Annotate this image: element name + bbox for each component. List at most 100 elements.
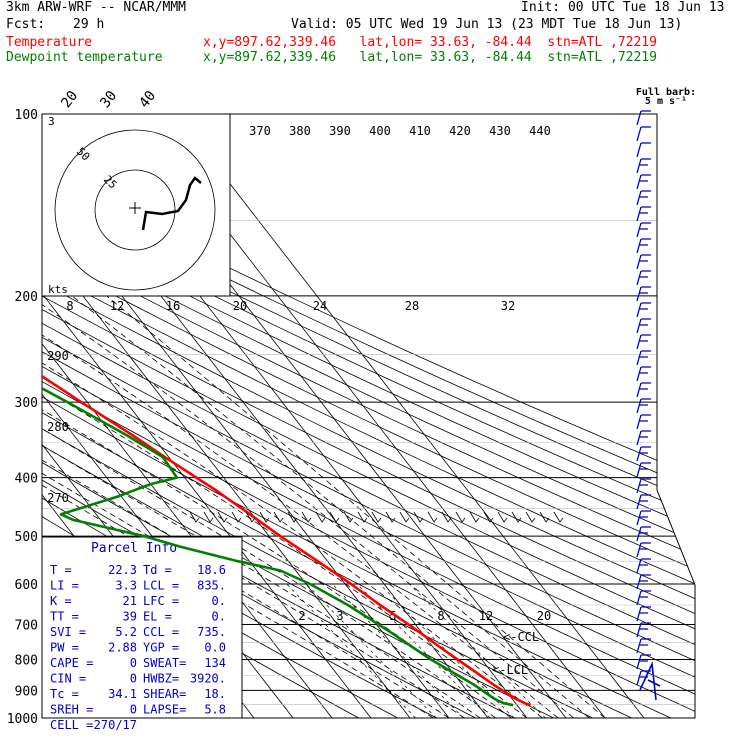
parcel-value: 134 bbox=[204, 656, 226, 670]
sounding-barb bbox=[553, 511, 564, 523]
moist-adiabat bbox=[42, 295, 497, 718]
wind-barb bbox=[636, 398, 651, 414]
pressure-tick-label: 400 bbox=[15, 472, 38, 487]
mixing-ratio-line bbox=[286, 583, 416, 718]
parcel-value: 0. bbox=[212, 594, 226, 608]
wind-barb bbox=[636, 446, 651, 462]
wind-barb bbox=[636, 430, 651, 446]
parcel-title: Parcel Info bbox=[91, 541, 177, 556]
theta-label: 430 bbox=[489, 124, 511, 138]
mixing-ratio-label: 8 bbox=[437, 609, 444, 623]
sounding-barb bbox=[427, 511, 438, 523]
mixing-ratio-label: 12 bbox=[110, 299, 124, 313]
temperature-tick-label: 30 bbox=[97, 88, 120, 111]
mixing-ratio-label: 28 bbox=[405, 299, 419, 313]
dewpoint-legend-label: Dewpoint temperature bbox=[6, 50, 163, 65]
parcel-label: Td = bbox=[143, 563, 172, 577]
hodograph-frame bbox=[41, 113, 231, 297]
sounding-barb bbox=[399, 511, 410, 523]
lcl-marker: <-LCL bbox=[492, 663, 528, 677]
sounding-barb bbox=[203, 511, 214, 523]
sounding-barb bbox=[483, 511, 494, 523]
hodograph-units: kts bbox=[48, 283, 68, 296]
wind-barb bbox=[636, 366, 651, 382]
wind-barb bbox=[636, 558, 651, 574]
parcel-label: K = bbox=[50, 594, 72, 608]
parcel-value: 835. bbox=[197, 579, 226, 593]
parcel-label: CELL = bbox=[50, 718, 93, 732]
theta-label: 270 bbox=[47, 491, 69, 505]
parcel-info-box: Parcel Info T = 22.3 Td = 18.6 LI = 3.3 LCL = 83… bbox=[41, 536, 243, 732]
ccl-marker: <-CCL bbox=[503, 630, 539, 644]
sounding-barb bbox=[441, 511, 452, 523]
isotherm-line bbox=[42, 114, 333, 718]
sounding-barb bbox=[315, 511, 326, 523]
parcel-value: 0 bbox=[130, 656, 137, 670]
parcel-value: 0 bbox=[130, 703, 137, 717]
parcel-label: SREH = bbox=[50, 703, 93, 717]
mixing-ratio-label: 2 bbox=[298, 609, 305, 623]
parcel-value: 22.3 bbox=[108, 563, 137, 577]
parcel-value: 39 bbox=[123, 610, 137, 624]
sounding-barb bbox=[511, 511, 522, 523]
dewpoint-profile bbox=[42, 114, 514, 707]
valid-time: Valid: 05 UTC Wed 19 Jun 13 (23 MDT Tue … bbox=[291, 17, 683, 32]
hodograph-ring bbox=[94, 169, 176, 251]
sounding-barb bbox=[413, 511, 424, 523]
wind-barb bbox=[636, 190, 651, 206]
parcel-label: PW = bbox=[50, 641, 79, 655]
pressure-tick-label: 200 bbox=[15, 290, 38, 305]
parcel-label: LCL = bbox=[143, 579, 179, 593]
pressure-tick-label: 600 bbox=[15, 578, 38, 593]
temperature-legend-label: Temperature bbox=[6, 35, 93, 50]
wind-barb bbox=[636, 478, 651, 494]
sounding-barb bbox=[525, 511, 536, 523]
sounding-barb bbox=[189, 511, 200, 523]
wind-barb bbox=[636, 606, 651, 622]
parcel-value: 270/17 bbox=[94, 718, 137, 732]
sounding-barb bbox=[455, 511, 466, 523]
parcel-label: SHEAR= bbox=[143, 687, 186, 701]
parcel-label: SVI = bbox=[50, 625, 86, 639]
pressure-tick-label: 100 bbox=[15, 108, 38, 123]
hodograph-axis-label: 3 bbox=[48, 115, 55, 128]
sounding-barb bbox=[343, 511, 354, 523]
parcel-label: LAPSE= bbox=[143, 703, 186, 717]
wind-barb bbox=[636, 222, 651, 238]
moist-adiabat bbox=[106, 295, 606, 718]
model-title: 3km ARW-WRF -- NCAR/MMM bbox=[6, 0, 187, 15]
pressure-tick-label: 900 bbox=[15, 684, 38, 699]
wind-barb bbox=[636, 158, 651, 174]
wind-barb bbox=[636, 654, 651, 670]
mixing-ratio-label: 24 bbox=[313, 299, 327, 313]
parcel-label: LI = bbox=[50, 579, 79, 593]
wind-barb bbox=[636, 622, 651, 638]
sounding-barb bbox=[231, 511, 242, 523]
wind-barb bbox=[636, 110, 651, 126]
parcel-value: 735. bbox=[197, 625, 226, 639]
parcel-value: 3.3 bbox=[115, 579, 137, 593]
wind-barb bbox=[636, 286, 651, 302]
parcel-label: LFC = bbox=[143, 594, 179, 608]
theta-label: 420 bbox=[449, 124, 471, 138]
parcel-label: CIN = bbox=[50, 672, 86, 686]
parcel-value: 0.0 bbox=[204, 641, 226, 655]
parcel-value: 18.6 bbox=[197, 563, 226, 577]
parcel-label: EL = bbox=[143, 610, 172, 624]
parcel-label: CAPE = bbox=[50, 656, 93, 670]
wind-barb bbox=[636, 494, 651, 510]
pressure-tick-label: 800 bbox=[15, 653, 38, 668]
wind-barb bbox=[636, 238, 651, 254]
wind-barb bbox=[636, 142, 651, 158]
forecast-label: Fcst: bbox=[6, 17, 46, 32]
mixing-ratio-label: 20 bbox=[233, 299, 247, 313]
pressure-tick-label: 1000 bbox=[7, 712, 38, 727]
sounding-barb bbox=[273, 511, 284, 523]
wind-barbs bbox=[189, 110, 661, 701]
isotherm-line bbox=[42, 114, 411, 718]
parcel-value: 2.88 bbox=[108, 641, 137, 655]
